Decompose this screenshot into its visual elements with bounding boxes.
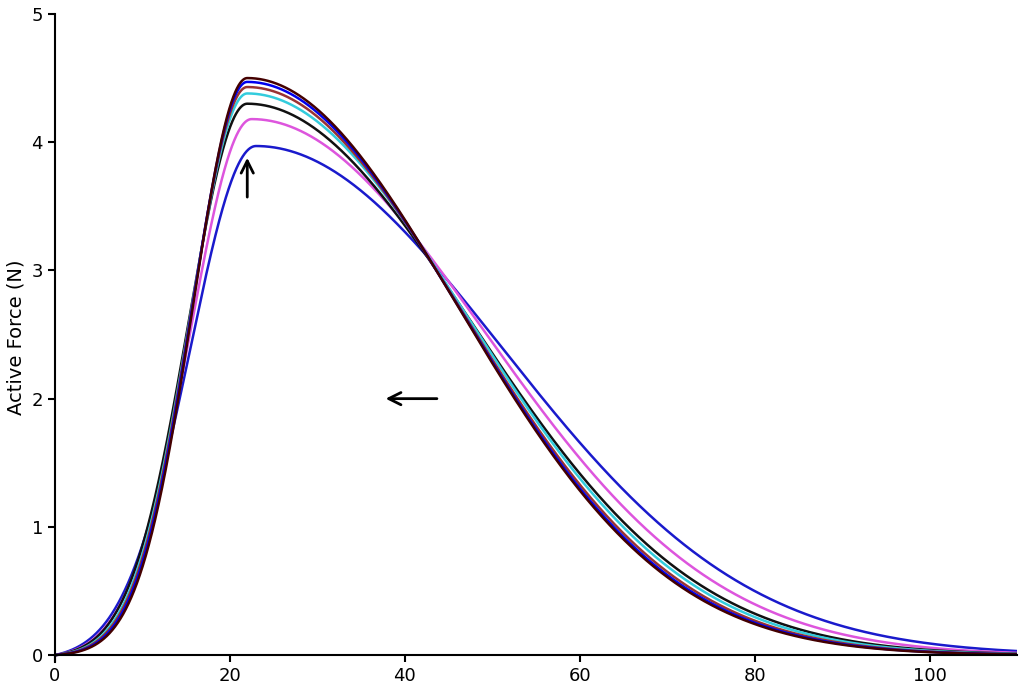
Y-axis label: Active Force (N): Active Force (N) [7,260,26,416]
